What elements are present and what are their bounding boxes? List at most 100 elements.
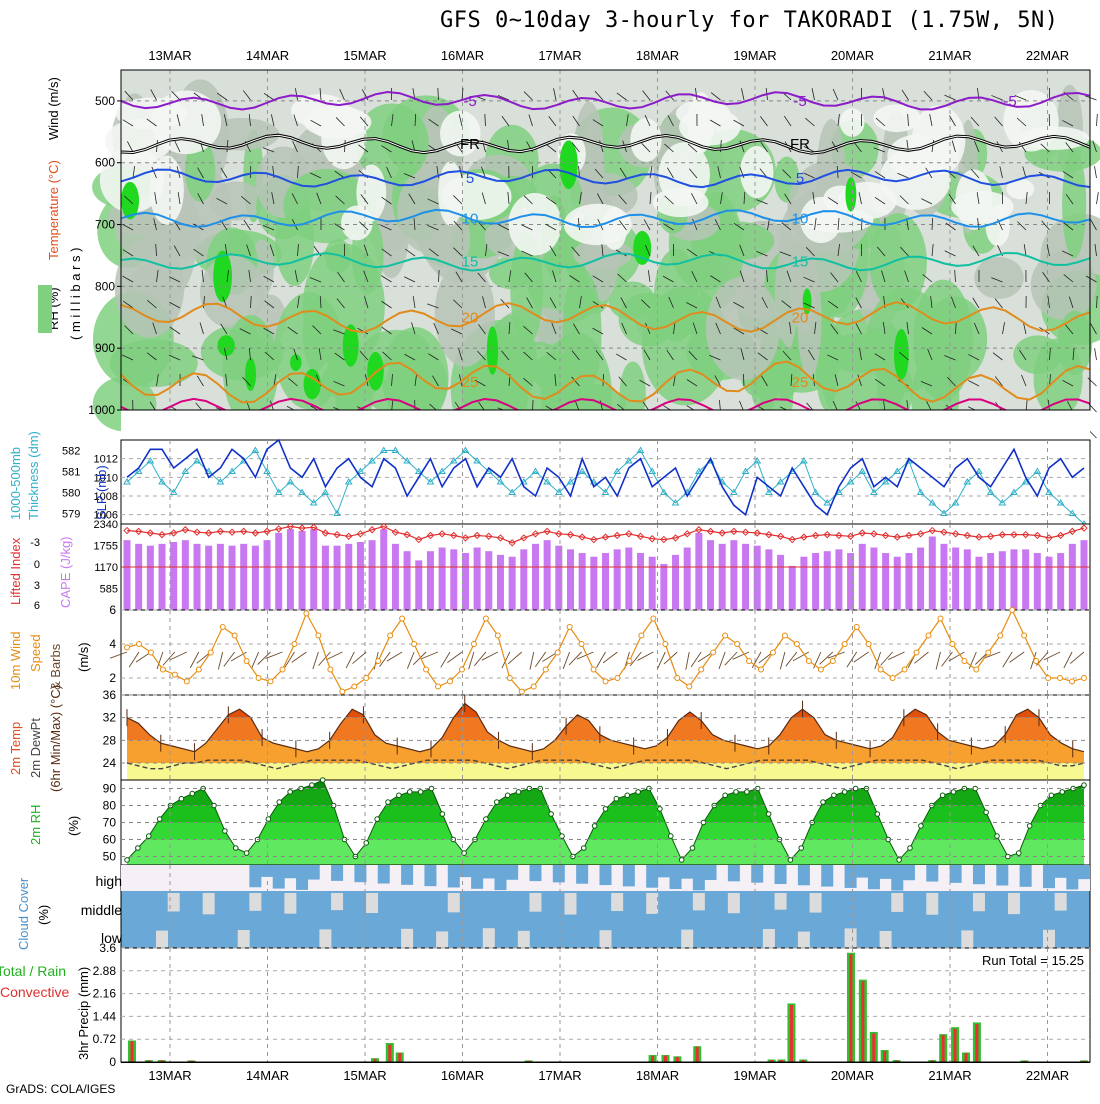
wind-speed-point — [208, 650, 213, 655]
cape-bar — [917, 548, 924, 610]
wind-speed-point — [376, 659, 381, 664]
rh2m-point — [310, 783, 315, 788]
isotherm-label: FR — [460, 136, 480, 153]
rh2m-point — [723, 793, 728, 798]
rh2m-point — [418, 790, 423, 795]
wind-speed-point — [436, 684, 441, 689]
wind-speed-point — [172, 672, 177, 677]
cape-bar — [275, 533, 282, 610]
isotherm-label: 10 — [792, 210, 809, 227]
run-total-label: Run Total = 15.25 — [982, 953, 1084, 968]
rh2m-point — [1016, 851, 1021, 856]
rh2m-point — [690, 846, 695, 851]
cape-bar — [439, 548, 446, 610]
rh-band — [121, 823, 1090, 840]
cape-bar — [590, 557, 597, 610]
pressure-units-label: ( m i l l i b a r s ) — [68, 248, 83, 340]
cloud-high-bar — [670, 865, 682, 889]
rh2m-point — [179, 796, 184, 801]
cape-bar — [182, 540, 189, 610]
rh-dry-region — [740, 146, 773, 198]
wind-speed-point — [818, 667, 823, 672]
cloud-high-bar — [483, 865, 495, 878]
cloud-middle-gap — [1055, 893, 1067, 911]
rh2m-point — [549, 812, 554, 817]
rh-dry-region — [291, 94, 349, 128]
cape-bar — [520, 549, 527, 610]
wind-speed-point — [998, 633, 1003, 638]
precip-tick-label: 0 — [109, 1055, 116, 1069]
wind-speed-point — [854, 625, 859, 630]
cloud-low-gap — [1043, 930, 1055, 948]
cape-bar — [579, 553, 586, 610]
rh2m-point — [625, 793, 630, 798]
thickness-tick-label: 579 — [62, 509, 80, 521]
cloud-high-bar — [681, 865, 693, 879]
date-tick-label-bottom: 15MAR — [343, 1068, 386, 1083]
thickness-axis-label: Thickness (dm) — [26, 431, 41, 520]
cape-bar — [940, 544, 947, 610]
rh-region — [619, 293, 677, 346]
cloud-high-bar — [506, 865, 518, 880]
cape-bar — [707, 540, 714, 610]
cloud-high-bar — [821, 865, 833, 887]
temperature-axis-label: Temperature (°C) — [46, 160, 61, 260]
cloud-low-gap — [518, 931, 530, 948]
rh2m-point — [679, 858, 684, 863]
cloud-high-bar — [1066, 865, 1078, 889]
cloud-level-label: middle — [81, 902, 122, 918]
isotherm-label: -5 — [463, 93, 476, 110]
rh-dry-region — [955, 169, 992, 229]
rh-tick-label: 60 — [103, 833, 117, 847]
wind-speed-point — [196, 667, 201, 672]
temp-left-labels: (6hr Min/Max) (°C) — [48, 685, 63, 792]
cloud-low-gap — [845, 928, 857, 948]
wind-speed-point — [256, 676, 261, 681]
upper-air-left-labels: Temperature (°C) — [46, 160, 61, 260]
rh2m-point — [244, 851, 249, 856]
cloud-left-labels: (%) — [36, 905, 51, 925]
upper-air-left-labels: Wind (m/s) — [46, 77, 61, 140]
cape-bar — [835, 549, 842, 610]
wind-tick-label: 6 — [109, 603, 116, 617]
precip-convective-bar — [861, 981, 864, 1062]
cloud-high-bar — [751, 865, 763, 883]
wind-speed-point — [615, 676, 620, 681]
rh-dry-region — [602, 207, 627, 250]
rh-saturated-region — [304, 369, 321, 400]
wind-speed-point — [914, 650, 919, 655]
rh2m-point — [766, 812, 771, 817]
rh2m-point — [919, 824, 924, 829]
cloud-middle-gap — [203, 893, 215, 914]
cloud-low-gap — [798, 932, 810, 948]
cloud-axis-label: Cloud Cover — [16, 877, 31, 950]
isotherm-label: -5 — [793, 93, 806, 110]
precip-tick-label: 3.6 — [99, 941, 116, 955]
wind-speed-point — [938, 616, 943, 621]
wind-speed-point — [364, 676, 369, 681]
cape-bar — [357, 542, 364, 610]
date-tick-label-top: 20MAR — [831, 48, 874, 63]
cape-bar — [870, 548, 877, 610]
wind-speed-point — [902, 667, 907, 672]
wind-speed-point — [926, 633, 931, 638]
wind-speed-point — [759, 667, 764, 672]
temp-tick-label: 28 — [103, 733, 117, 747]
wind-left-labels: 10m Wind — [8, 631, 23, 690]
wind-speed-point — [352, 684, 357, 689]
wind-speed-point — [531, 684, 536, 689]
rh2m-point — [190, 791, 195, 796]
cloud-high-bar — [856, 865, 868, 878]
wind-speed-point — [950, 642, 955, 647]
precip-convective-bar — [790, 1005, 793, 1062]
cape-tick-label: 585 — [100, 584, 118, 596]
date-tick-label-bottom: 18MAR — [636, 1068, 679, 1083]
rh2m-point — [614, 796, 619, 801]
cloud-high-bar — [459, 865, 471, 877]
wind-left-labels: (m/s) — [76, 642, 91, 672]
cape-bar — [1069, 544, 1076, 610]
wind-speed-point — [316, 633, 321, 638]
rh-tick-label: 50 — [103, 850, 117, 864]
cape-bar — [684, 548, 691, 610]
cape-bar — [567, 549, 574, 610]
